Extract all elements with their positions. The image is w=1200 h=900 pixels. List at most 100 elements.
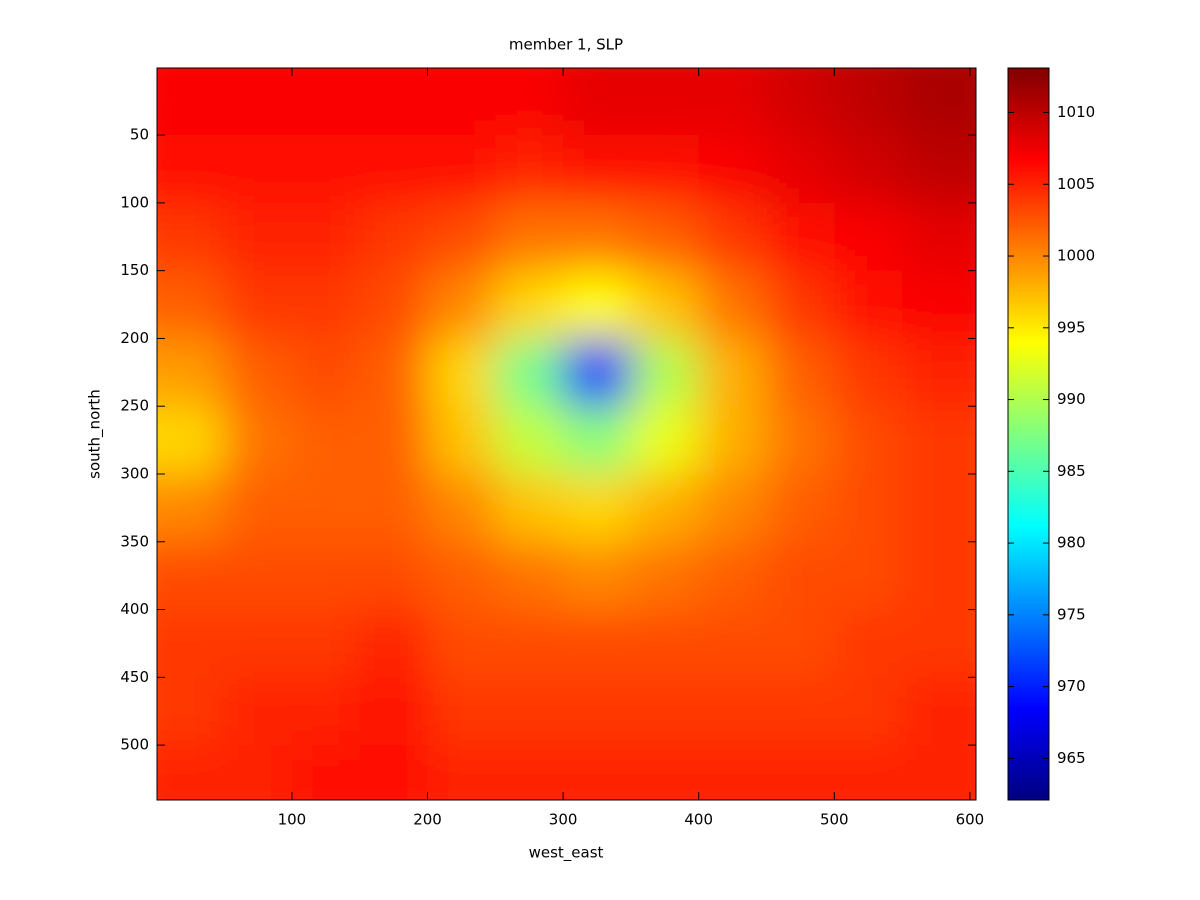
heatmap-cell [766, 202, 835, 272]
heatmap-cell [157, 541, 225, 611]
heatmap-cell [427, 338, 496, 407]
colorbar-tick-label: 985 [1057, 462, 1086, 480]
heatmap-cell [427, 677, 496, 746]
heatmap-cell [766, 68, 835, 136]
heatmap-cell [630, 609, 700, 678]
heatmap-cell [495, 541, 564, 611]
heatmap-cell [157, 135, 225, 204]
heatmap-cell [427, 473, 496, 543]
heatmap-cell [157, 473, 225, 543]
heatmap-cell [427, 202, 496, 272]
heatmap-cell [563, 406, 632, 475]
heatmap-cell [630, 68, 700, 136]
colorbar-tick-label: 975 [1057, 605, 1086, 623]
heatmap-cell [224, 541, 293, 611]
heatmap-cell [630, 202, 700, 272]
colorbar-tick-label: 970 [1057, 677, 1086, 695]
heatmap-cell [563, 135, 632, 204]
y-tick-label: 150 [120, 261, 149, 279]
heatmap-cell [902, 541, 976, 611]
heatmap-cell [698, 202, 768, 272]
colorbar-tick-label: 1000 [1057, 247, 1095, 265]
heatmap-cell [291, 406, 361, 475]
heatmap-cell [630, 270, 700, 339]
heatmap-cell [427, 609, 496, 678]
y-tick-label: 400 [120, 600, 149, 618]
heatmap-cell [291, 677, 361, 746]
heatmap-cell [495, 609, 564, 678]
colorbar-tick-label: 990 [1057, 390, 1086, 408]
heatmap-cell [359, 68, 429, 136]
heatmap-cell [834, 609, 903, 678]
heatmap-cell [427, 270, 496, 339]
heatmap-cell [630, 541, 700, 611]
y-axis-label: south_north [86, 389, 105, 479]
x-tick-label: 400 [684, 811, 713, 829]
y-tick-label: 350 [120, 532, 149, 550]
y-tick-label: 50 [130, 126, 149, 144]
heatmap-cell [157, 406, 225, 475]
heatmap-cell [495, 68, 564, 136]
heatmap-cell [359, 745, 429, 800]
heatmap-cell [224, 745, 293, 800]
heatmap-cell [902, 406, 976, 475]
heatmap-cell [427, 745, 496, 800]
heatmap-cell [698, 677, 768, 746]
heatmap-cell [902, 338, 976, 407]
heatmap-cell [427, 406, 496, 475]
heatmap-cell [766, 473, 835, 543]
heatmap-cell [563, 338, 632, 407]
heatmap-cell [834, 473, 903, 543]
heatmap-cell [224, 270, 293, 339]
heatmap-cell [157, 270, 225, 339]
colorbar-tick-label: 1005 [1057, 175, 1095, 193]
heatmap-cell [291, 473, 361, 543]
heatmap-cell [766, 135, 835, 204]
heatmap-cell [157, 609, 225, 678]
heatmap-cell [766, 270, 835, 339]
heatmap-cell [630, 338, 700, 407]
heatmap-cell [359, 473, 429, 543]
heatmap-cell [427, 541, 496, 611]
y-tick-label: 300 [120, 464, 149, 482]
heatmap-cell [563, 473, 632, 543]
heatmap-cell [291, 270, 361, 339]
heatmap-cell [359, 609, 429, 678]
heatmap-cell [563, 68, 632, 136]
heatmap-cell [157, 68, 225, 136]
heatmap-cell [224, 677, 293, 746]
heatmap-cell [157, 338, 225, 407]
heatmap-cell [630, 406, 700, 475]
heatmap-cell [359, 270, 429, 339]
heatmap-cell [902, 270, 976, 339]
heatmap-cell [766, 745, 835, 800]
x-tick-label: 500 [820, 811, 849, 829]
heatmap-cell [630, 135, 700, 204]
heatmap-cell [495, 135, 564, 204]
heatmap-cell [359, 135, 429, 204]
heatmap-cell [563, 541, 632, 611]
y-tick-label: 250 [120, 397, 149, 415]
heatmap-cell [698, 473, 768, 543]
heatmap-cell [902, 745, 976, 800]
heatmap-cell [834, 270, 903, 339]
heatmap-cell [224, 406, 293, 475]
plot-area [157, 68, 976, 800]
heatmap-cell [224, 609, 293, 678]
x-axis-label: west_east [529, 844, 604, 863]
heatmap-cell [427, 135, 496, 204]
x-tick-label: 100 [278, 811, 307, 829]
colorbar-tick-label: 980 [1057, 534, 1086, 552]
y-tick-label: 200 [120, 329, 149, 347]
heatmap-cell [766, 541, 835, 611]
chart-title: member 1, SLP [509, 36, 623, 54]
colorbar-tick-label: 1010 [1057, 103, 1095, 121]
heatmap-cell [834, 68, 903, 136]
heatmap-cell [495, 202, 564, 272]
y-tick-label: 450 [120, 668, 149, 686]
heatmap-cell [291, 745, 361, 800]
heatmap-cell [224, 473, 293, 543]
heatmap-cell [563, 270, 632, 339]
heatmap-cell [698, 135, 768, 204]
